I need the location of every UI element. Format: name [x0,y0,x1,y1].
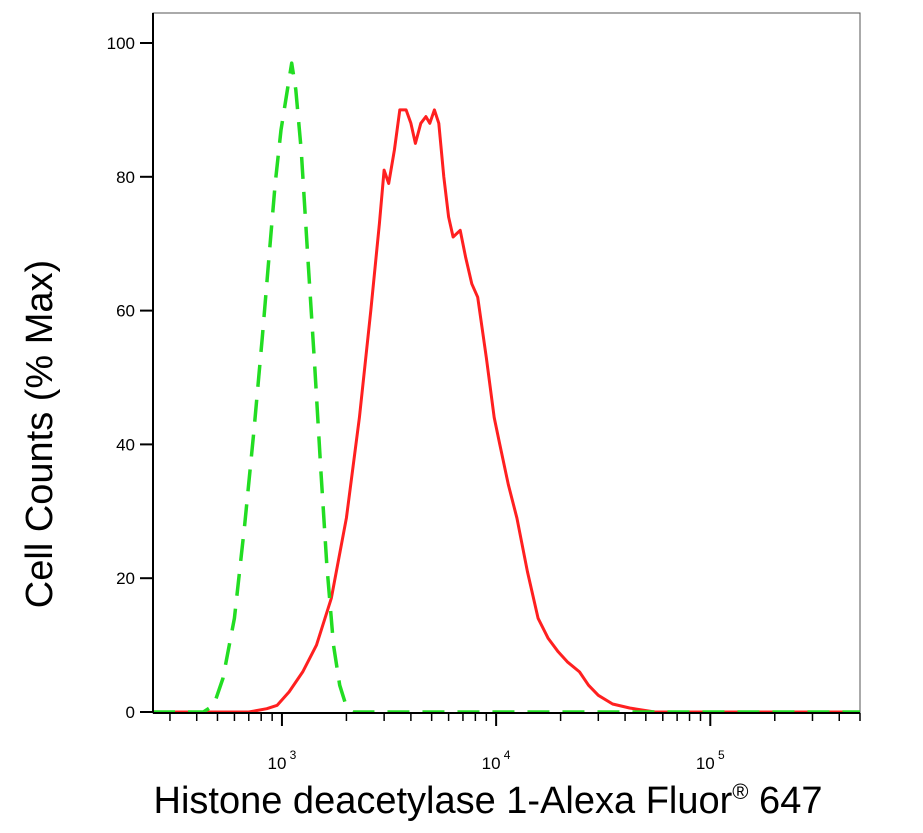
y-tick-label-0: 0 [126,703,135,722]
y-tick-labels: 0 20 40 60 80 100 [107,34,135,722]
y-tick-label-20: 20 [116,569,135,588]
x-tick-exponent-100000: 5 [718,748,725,762]
y-tick-label-100: 100 [107,34,135,53]
x-axis-title-tail: 647 [749,780,823,822]
x-tick-exponent-10000: 4 [504,748,511,762]
x-axis-title: Histone deacetylase 1-Alexa Fluor® 647 [154,779,823,822]
series-line-0 [153,108,860,714]
y-tick-label-60: 60 [116,302,135,321]
x-tick-labels: 10 3 10 4 10 5 [267,748,724,773]
x-axis-title-main: Histone deacetylase 1-Alexa Fluor [154,780,733,822]
y-axis-title: Cell Counts (% Max) [19,260,61,608]
x-tick-label-10000: 10 [482,754,501,773]
x-axis-title-sup: ® [732,779,748,804]
series-line-1 [153,61,860,714]
series-layer [153,61,860,714]
x-tick-label-100000: 10 [696,754,715,773]
y-tick-label-80: 80 [116,168,135,187]
plot-frame [152,12,861,714]
x-tick-exponent-1000: 3 [290,748,297,762]
y-tick-label-40: 40 [116,435,135,454]
x-tick-label-1000: 10 [267,754,286,773]
axes-layer [140,13,861,726]
